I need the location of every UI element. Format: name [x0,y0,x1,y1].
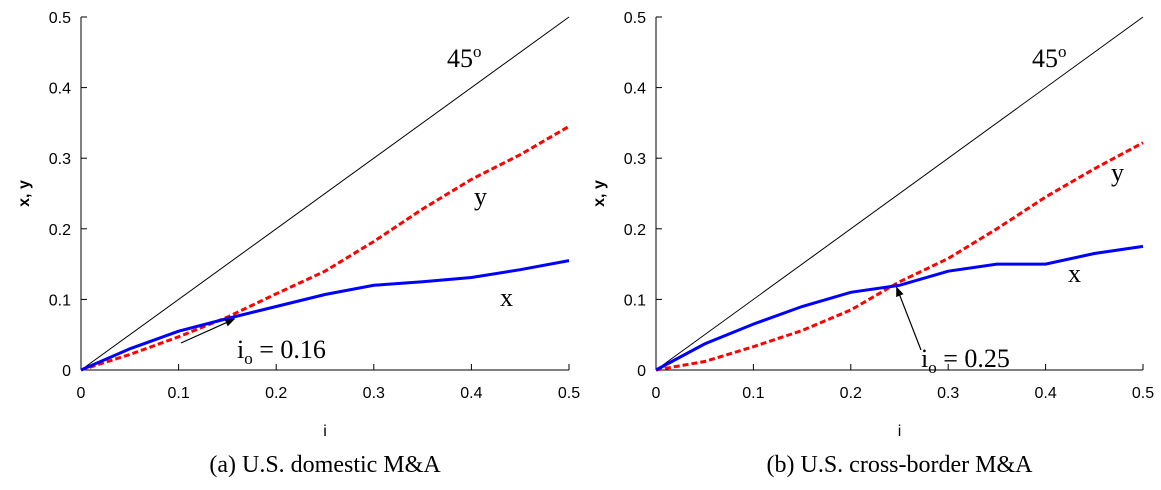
x-tick-label: 0.3 [937,385,959,402]
y-tick-label: 0.4 [624,81,646,98]
x-tick-label: 0.5 [558,385,580,402]
y-tick-label: 0.3 [49,151,71,168]
crossover-label: io = 0.25 [921,344,1010,377]
y-tick-label: 0.4 [49,81,71,98]
crossover-arrow [180,318,236,344]
series-45-degree-line [80,16,570,371]
x-tick-label: 0.4 [1034,385,1056,402]
y-axis-title: x, y [16,180,33,207]
y-tick-label: 0.3 [624,151,646,168]
y-tick-label: 0.5 [49,10,71,27]
series-y-line [655,141,1144,372]
y-tick-label: 0 [62,363,71,380]
chart-panel-1: 0 0.1 0.2 0.3 0.4 0.5 0 0.1 0.2 0.3 0.4 0.5 i x, y 45o… [16,10,580,478]
diagonal-label: 45o [1032,42,1067,73]
x-tick-label: 0.2 [265,385,287,402]
x-tick-label: 0.1 [742,385,764,402]
x-tick-label: 0.5 [1132,385,1154,402]
x-axis-title: i [898,423,902,440]
y-tick-label: 0.5 [624,10,646,27]
y-tick-label: 0 [637,363,646,380]
series-45-degree-line [655,16,1144,371]
y-series-label: y [474,182,487,211]
y-tick-label: 0.1 [624,292,646,309]
crossover-arrow [896,286,922,351]
x-tick-label: 0 [652,385,661,402]
x-tick-label: 0.2 [840,385,862,402]
panel-caption: (a) U.S. domestic M&A [209,452,441,478]
crossover-label: io = 0.16 [237,335,326,368]
y-tick-label: 0.1 [49,292,71,309]
x-series-label: x [1068,259,1081,288]
panel-caption: (b) U.S. cross-border M&A [767,452,1034,478]
series-x-line [80,259,570,372]
x-tick-label: 0.1 [167,385,189,402]
x-tick-label: 0 [77,385,86,402]
y-tick-label: 0.2 [49,222,71,239]
x-tick-label: 0.4 [460,385,482,402]
series-x-line [655,244,1144,372]
x-tick-label: 0.3 [363,385,385,402]
diagonal-label: 45o [447,42,482,73]
series-y-line [80,125,570,372]
x-series-label: x [500,283,513,312]
y-tick-label: 0.2 [624,222,646,239]
chart-panel-2: 0 0.1 0.2 0.3 0.4 0.5 0 0.1 0.2 0.3 0.4 0.5 i x, y 45o… [591,10,1154,478]
x-axis-title: i [323,423,327,440]
y-axis-title: x, y [591,180,608,207]
y-series-label: y [1111,158,1124,187]
